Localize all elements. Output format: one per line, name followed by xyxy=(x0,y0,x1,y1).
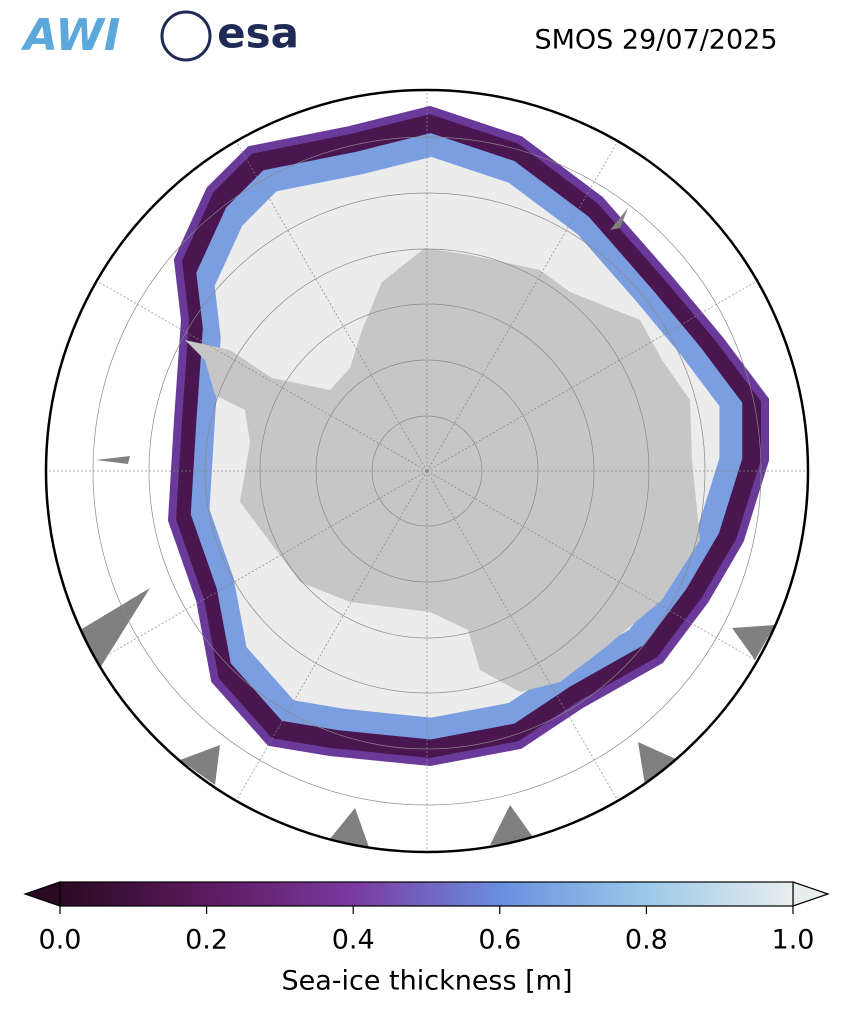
colorbar-tick-label: 0.2 xyxy=(185,925,228,956)
colorbar-tick-label: 0.4 xyxy=(332,925,375,956)
land xyxy=(80,208,775,850)
esa-emblem xyxy=(160,10,212,62)
map-title: SMOS 29/07/2025 xyxy=(534,25,777,56)
map-frame xyxy=(44,88,810,854)
colorbar-tick-label: 0.0 xyxy=(39,925,82,956)
esa-logo: esa xyxy=(217,9,299,58)
graticule xyxy=(46,90,808,852)
colorbar-ramp xyxy=(59,881,794,907)
colorbar xyxy=(23,881,830,907)
antarctica xyxy=(185,248,700,692)
map xyxy=(46,90,808,852)
colorbar-label: Sea-ice thickness [m] xyxy=(281,966,572,997)
colorbar-extend-high xyxy=(792,881,830,907)
colorbar-tick-label: 0.6 xyxy=(478,925,521,956)
awi-logo: AWI xyxy=(21,10,121,61)
colorbar-extend-low xyxy=(23,881,61,907)
colorbar-tick-label: 0.8 xyxy=(625,925,668,956)
colorbar-tick-label: 1.0 xyxy=(772,925,815,956)
